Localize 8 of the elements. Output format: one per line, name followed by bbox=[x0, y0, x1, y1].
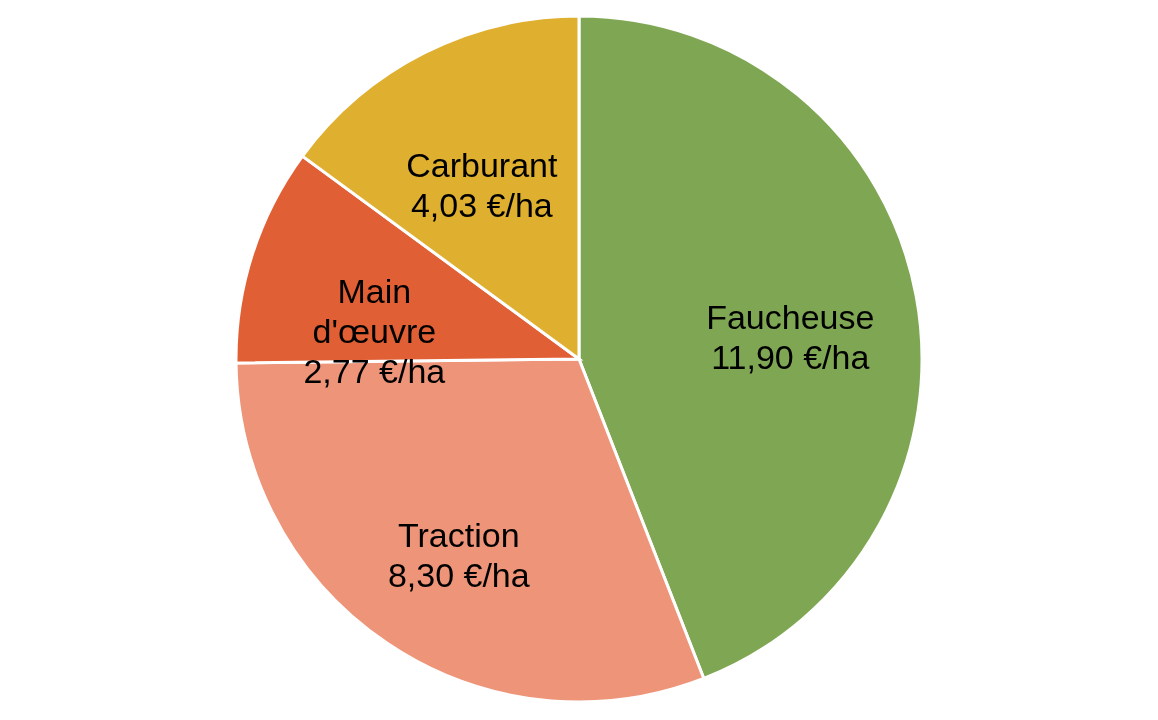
slice-label: Traction bbox=[397, 516, 520, 555]
data-label: 8,30 €/ha bbox=[387, 556, 530, 595]
slice-label: Faucheuse bbox=[706, 298, 875, 337]
data-label: 11,90 €/ha bbox=[711, 338, 870, 377]
slice-label: Main d'œuvre bbox=[312, 272, 437, 351]
data-label: 2,77 €/ha bbox=[303, 352, 446, 391]
data-label: 4,03 €/ha bbox=[410, 186, 553, 225]
slice-label: Carburant bbox=[406, 146, 558, 185]
